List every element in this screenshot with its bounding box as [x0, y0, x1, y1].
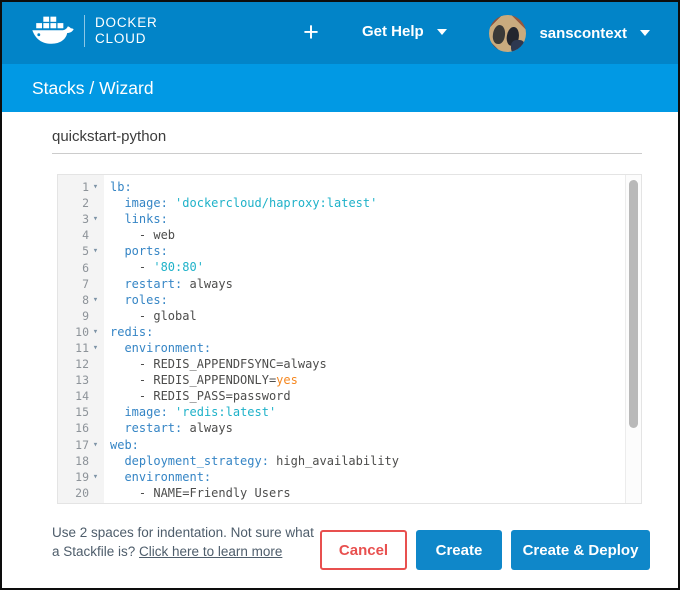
code-line: ports:: [124, 244, 168, 259]
stack-name-input[interactable]: [52, 126, 642, 154]
code-line: redis:: [110, 324, 154, 339]
new-stack-plus-button[interactable]: +: [303, 17, 319, 47]
line-number: 2: [82, 196, 89, 211]
fold-arrow-icon[interactable]: ▾: [92, 326, 99, 337]
breadcrumb-bar: Stacks / Wizard: [2, 64, 678, 112]
hint-static-text: Use 2 spaces for indentation. Not sure w…: [52, 525, 314, 560]
code-line: roles:: [124, 292, 168, 307]
line-number[interactable]: 17 ▾: [58, 437, 104, 453]
stackfile-editor[interactable]: 1 ▾ 2 3 ▾ 4 5 ▾ 6 7 8 ▾ 9 10 ▾ 11 ▾ 12 13 14 15 16 17 ▾ 18 19 ▾ 20 …: [57, 174, 642, 504]
line-number: 16: [75, 421, 89, 436]
user-menu[interactable]: sanscontext: [489, 2, 650, 64]
line-number: 13: [75, 373, 89, 388]
docker-whale-icon: [32, 16, 74, 44]
code-line: - REDIS_APPENDFSYNC=always: [110, 357, 327, 372]
line-number[interactable]: 3 ▾: [58, 211, 104, 227]
line-number: 12: [75, 357, 89, 372]
scrollbar-thumb[interactable]: [629, 180, 638, 428]
line-number: 4: [82, 228, 89, 243]
cancel-button[interactable]: Cancel: [320, 530, 407, 570]
code-line: links:: [124, 212, 168, 227]
indentation-hint: Use 2 spaces for indentation. Not sure w…: [52, 523, 320, 561]
code-line: image: 'redis:latest': [124, 405, 277, 420]
learn-more-link[interactable]: Click here to learn more: [139, 544, 283, 560]
code-line: - REDIS_APPENDONLY=yes: [110, 373, 298, 388]
line-number: 9: [82, 308, 89, 323]
username-label: sanscontext: [539, 24, 627, 42]
line-number: 14: [75, 389, 89, 404]
docker-cloud-logo[interactable]: DOCKER CLOUD: [32, 15, 158, 48]
code-line: environment:: [124, 340, 212, 355]
code-line: lb:: [110, 180, 132, 194]
line-number[interactable]: 1 ▾: [58, 179, 104, 195]
line-number[interactable]: 11 ▾: [58, 340, 104, 356]
brand-name: DOCKER CLOUD: [95, 15, 158, 47]
code-line: restart: always: [124, 421, 233, 436]
code-line: deployment_strategy: high_availability: [124, 453, 399, 468]
line-number[interactable]: 10 ▾: [58, 324, 104, 340]
create-button[interactable]: Create: [416, 530, 502, 570]
code-line: - REDIS_PASS=password: [110, 389, 291, 404]
line-number: 7: [82, 276, 89, 291]
line-number: 15: [75, 405, 89, 420]
editor-scrollbar[interactable]: [625, 175, 641, 503]
code-line: - NAME=Friendly Users: [110, 485, 291, 500]
avatar[interactable]: [489, 14, 527, 52]
code-line: - '80:80': [110, 260, 204, 275]
line-number[interactable]: 5 ▾: [58, 243, 104, 259]
line-number: 18: [75, 453, 89, 468]
fold-arrow-icon[interactable]: ▾: [92, 342, 99, 353]
fold-arrow-icon[interactable]: ▾: [92, 182, 99, 193]
code-lines[interactable]: lb: image: 'dockercloud/haproxy:latest' …: [104, 175, 625, 503]
code-line: web:: [110, 437, 139, 452]
logo-divider: [84, 15, 85, 48]
code-line: image: 'dockercloud/haproxy:latest': [124, 196, 378, 211]
fold-arrow-icon[interactable]: ▾: [92, 246, 99, 257]
code-line: - global: [110, 308, 197, 323]
code-line: environment:: [124, 469, 212, 484]
gutter: 1 ▾ 2 3 ▾ 4 5 ▾ 6 7 8 ▾ 9 10 ▾ 11 ▾ 12 13 14 15 16 17 ▾ 18 19 ▾ 20: [58, 175, 104, 503]
line-number: 20: [75, 485, 89, 500]
line-number: 6: [82, 260, 89, 275]
fold-arrow-icon[interactable]: ▾: [92, 471, 99, 482]
code-line: - web: [110, 228, 176, 243]
get-help-menu[interactable]: Get Help: [362, 23, 447, 40]
top-header-bar: DOCKER CLOUD + Get Help sanscontext: [2, 2, 678, 64]
chevron-down-icon: [640, 30, 650, 36]
create-and-deploy-button[interactable]: Create & Deploy: [511, 530, 650, 570]
fold-arrow-icon[interactable]: ▾: [92, 214, 99, 225]
line-number[interactable]: 19 ▾: [58, 469, 104, 485]
code-line: restart: always: [124, 276, 233, 291]
fold-arrow-icon[interactable]: ▾: [92, 294, 99, 305]
get-help-label: Get Help: [362, 23, 424, 40]
fold-arrow-icon[interactable]: ▾: [92, 439, 99, 450]
breadcrumb: Stacks / Wizard: [32, 77, 154, 98]
chevron-down-icon: [436, 28, 447, 35]
line-number[interactable]: 8 ▾: [58, 292, 104, 308]
